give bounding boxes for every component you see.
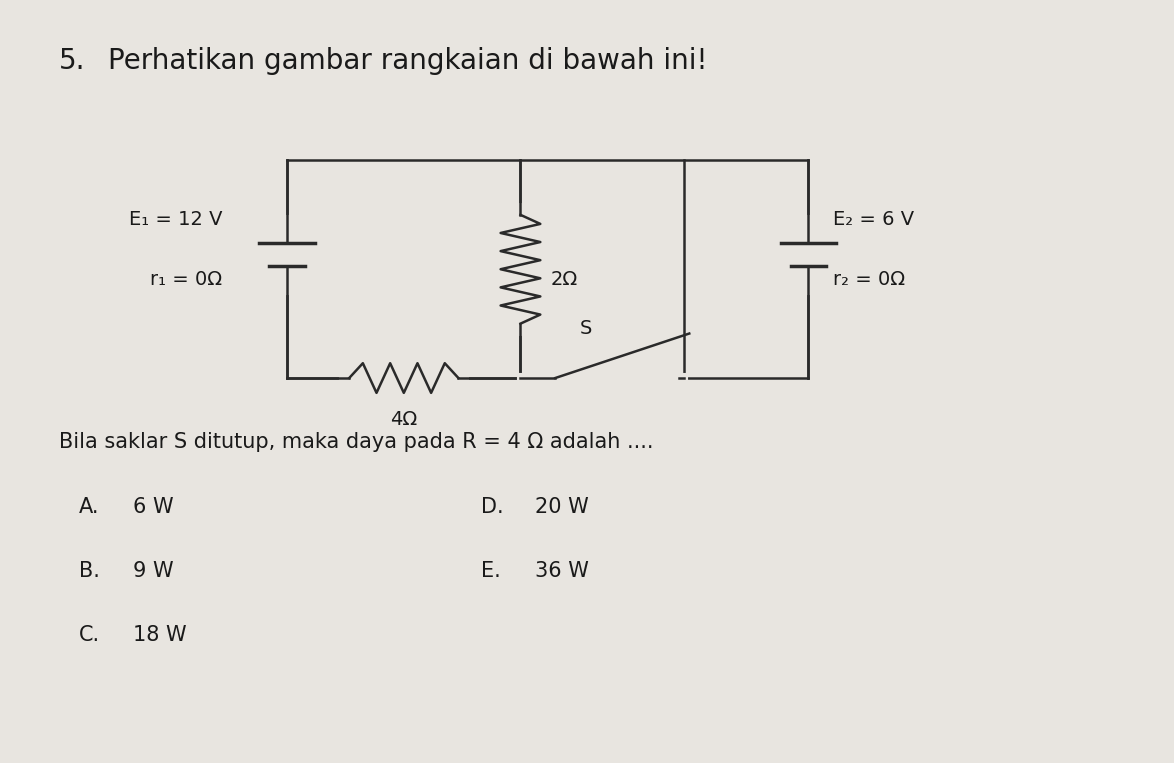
Text: 6 W: 6 W <box>133 497 174 517</box>
Text: E.: E. <box>481 561 500 581</box>
Text: Bila saklar S ditutup, maka daya pada R = 4 Ω adalah ....: Bila saklar S ditutup, maka daya pada R … <box>59 433 653 452</box>
Text: A.: A. <box>79 497 99 517</box>
Text: 20 W: 20 W <box>535 497 589 517</box>
Text: S: S <box>580 320 593 339</box>
Text: E₂ = 6 V: E₂ = 6 V <box>834 211 915 230</box>
Text: 5.: 5. <box>59 47 86 75</box>
Text: Perhatikan gambar rangkaian di bawah ini!: Perhatikan gambar rangkaian di bawah ini… <box>108 47 708 75</box>
Text: 36 W: 36 W <box>535 561 589 581</box>
Text: r₂ = 0Ω: r₂ = 0Ω <box>834 269 905 288</box>
Text: D.: D. <box>481 497 504 517</box>
Text: E₁ = 12 V: E₁ = 12 V <box>129 211 223 230</box>
Text: B.: B. <box>79 561 100 581</box>
Text: 4Ω: 4Ω <box>390 410 418 429</box>
Text: C.: C. <box>79 625 100 645</box>
Text: r₁ = 0Ω: r₁ = 0Ω <box>150 269 223 288</box>
Text: 9 W: 9 W <box>133 561 174 581</box>
Text: 2Ω: 2Ω <box>551 269 578 288</box>
Text: 18 W: 18 W <box>133 625 187 645</box>
